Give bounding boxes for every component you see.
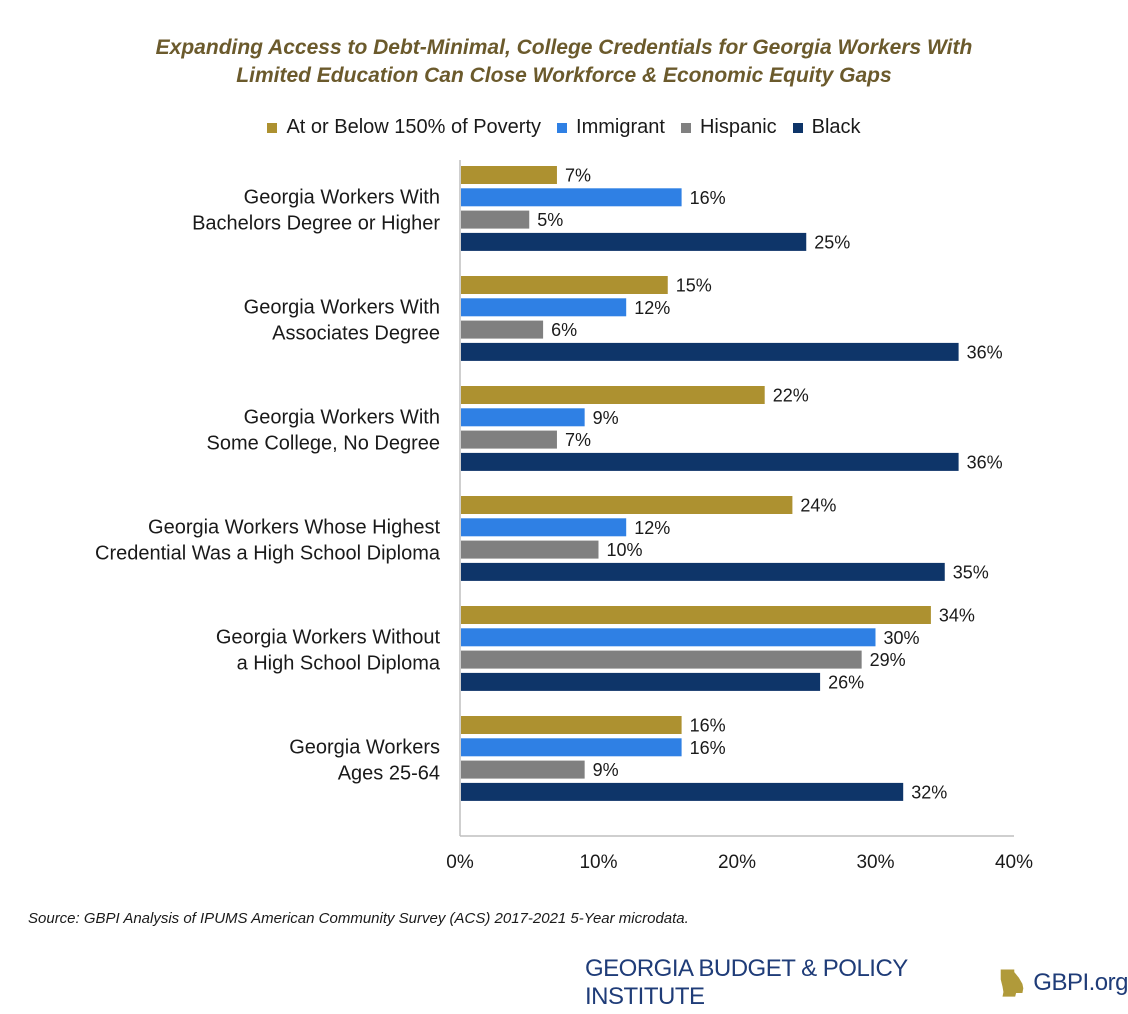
chart-title: Expanding Access to Debt-Minimal, Colleg… bbox=[40, 34, 1088, 90]
bar-black bbox=[461, 562, 945, 581]
bar-hispanic bbox=[461, 210, 530, 229]
legend-item-black: Black bbox=[792, 116, 861, 139]
x-tick-label: 40% bbox=[995, 852, 1033, 873]
website-link[interactable]: GBPI.org bbox=[1033, 969, 1128, 996]
bar-at-or-below-150-of-poverty bbox=[461, 496, 793, 514]
data-label: 15% bbox=[676, 276, 712, 296]
bar-immigrant bbox=[461, 298, 627, 317]
org-name: GEORGIA BUDGET & POLICY INSTITUTE bbox=[585, 955, 908, 1010]
category-label: Ages 25-64 bbox=[338, 762, 440, 784]
bar-immigrant bbox=[461, 628, 876, 647]
legend: At or Below 150% of Poverty Immigrant Hi… bbox=[0, 116, 1128, 139]
category-label: Georgia Workers With bbox=[244, 406, 440, 428]
legend-item-immigrant: Immigrant bbox=[557, 116, 665, 139]
category-label: Georgia Workers Whose Highest bbox=[148, 516, 440, 538]
bar-hispanic bbox=[461, 760, 585, 779]
legend-swatch-immigrant bbox=[557, 122, 568, 133]
data-label: 16% bbox=[690, 716, 726, 736]
category-label: Georgia Workers With bbox=[244, 296, 440, 318]
data-label: 30% bbox=[884, 628, 920, 648]
footer-brand: GEORGIA BUDGET & POLICY INSTITUTE GBPI.o… bbox=[585, 955, 1128, 1011]
x-tick-label: 20% bbox=[718, 852, 756, 873]
data-label: 34% bbox=[939, 606, 975, 626]
legend-label-hispanic: Hispanic bbox=[699, 116, 777, 138]
category-label: a High School Diploma bbox=[237, 652, 441, 674]
data-label: 36% bbox=[967, 452, 1003, 472]
bar-at-or-below-150-of-poverty bbox=[461, 386, 765, 404]
data-label: 24% bbox=[800, 496, 836, 516]
legend-label-black: Black bbox=[811, 116, 861, 138]
category-label: Georgia Workers Without bbox=[216, 626, 441, 648]
legend-swatch-black bbox=[792, 122, 803, 133]
bar-chart: 0% 10% 20% 30% 40% Georgia Workers With Bachel… bbox=[95, 160, 1033, 873]
bar-at-or-below-150-of-poverty bbox=[461, 606, 931, 624]
data-label: 29% bbox=[870, 650, 906, 670]
chart-title-line-1: Expanding Access to Debt-Minimal, Colleg… bbox=[155, 36, 973, 59]
category-label: Credential Was a High School Diploma bbox=[95, 542, 441, 564]
data-label: 32% bbox=[911, 782, 947, 802]
data-label: 7% bbox=[565, 166, 591, 186]
x-tick-label: 10% bbox=[579, 852, 617, 873]
legend-item-poverty: At or Below 150% of Poverty bbox=[267, 116, 541, 139]
bar-hispanic bbox=[461, 320, 544, 339]
data-label: 36% bbox=[967, 342, 1003, 362]
data-label: 9% bbox=[593, 408, 619, 428]
legend-swatch-poverty bbox=[267, 122, 278, 133]
x-tick-label: 30% bbox=[856, 852, 894, 873]
legend-item-hispanic: Hispanic bbox=[680, 116, 777, 139]
data-label: 16% bbox=[690, 738, 726, 758]
data-label: 35% bbox=[953, 562, 989, 582]
bar-immigrant bbox=[461, 738, 682, 757]
data-label: 12% bbox=[634, 298, 670, 318]
bar-at-or-below-150-of-poverty bbox=[461, 716, 682, 734]
bar-immigrant bbox=[461, 408, 585, 427]
data-label: 5% bbox=[537, 210, 563, 230]
bar-black bbox=[461, 232, 807, 251]
legend-swatch-hispanic bbox=[680, 122, 691, 133]
data-label: 22% bbox=[773, 386, 809, 406]
bar-at-or-below-150-of-poverty bbox=[461, 276, 668, 294]
data-label: 26% bbox=[828, 672, 864, 692]
bar-black bbox=[461, 672, 821, 691]
data-label: 16% bbox=[690, 188, 726, 208]
bar-black bbox=[461, 782, 904, 801]
bar-black bbox=[461, 342, 959, 361]
legend-label-immigrant: Immigrant bbox=[576, 116, 665, 138]
category-label: Some College, No Degree bbox=[207, 432, 440, 454]
legend-label-poverty: At or Below 150% of Poverty bbox=[286, 116, 542, 138]
data-label: 10% bbox=[607, 540, 643, 560]
bar-at-or-below-150-of-poverty bbox=[461, 166, 557, 184]
data-label: 6% bbox=[551, 320, 577, 340]
data-label: 12% bbox=[634, 518, 670, 538]
bar-immigrant bbox=[461, 518, 627, 537]
bar-hispanic bbox=[461, 650, 862, 669]
category-label: Bachelors Degree or Higher bbox=[192, 212, 440, 234]
bar-hispanic bbox=[461, 430, 557, 449]
data-label: 7% bbox=[565, 430, 591, 450]
georgia-state-icon bbox=[1000, 969, 1024, 997]
bar-hispanic bbox=[461, 540, 599, 559]
chart-title-line-2: Limited Education Can Close Workforce & … bbox=[236, 64, 892, 87]
category-label: Georgia Workers With bbox=[244, 186, 440, 208]
category-label: Georgia Workers bbox=[289, 736, 440, 758]
x-tick-label: 0% bbox=[446, 852, 474, 873]
bar-immigrant bbox=[461, 188, 682, 207]
source-note: Source: GBPI Analysis of IPUMS American … bbox=[28, 910, 689, 927]
bar-black bbox=[461, 452, 959, 471]
data-label: 25% bbox=[814, 232, 850, 252]
data-label: 9% bbox=[593, 760, 619, 780]
category-label: Associates Degree bbox=[272, 322, 440, 344]
